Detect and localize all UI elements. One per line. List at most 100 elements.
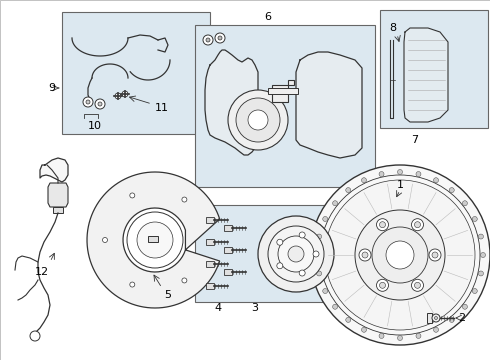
Circle shape (248, 110, 268, 130)
Polygon shape (272, 80, 294, 102)
Polygon shape (48, 183, 68, 207)
Polygon shape (224, 225, 232, 231)
Circle shape (449, 318, 454, 323)
Circle shape (320, 175, 480, 335)
Circle shape (463, 304, 467, 309)
Circle shape (127, 212, 183, 268)
Circle shape (228, 90, 288, 150)
Circle shape (379, 222, 386, 228)
Circle shape (434, 178, 439, 183)
Circle shape (472, 216, 477, 221)
Circle shape (95, 99, 105, 109)
Circle shape (478, 271, 484, 276)
Circle shape (416, 333, 421, 338)
Circle shape (434, 327, 439, 332)
Text: 3: 3 (251, 303, 259, 313)
Polygon shape (206, 239, 214, 245)
Polygon shape (206, 217, 214, 223)
Circle shape (432, 252, 438, 258)
Circle shape (288, 246, 304, 262)
Circle shape (310, 165, 490, 345)
Circle shape (412, 279, 423, 291)
Text: 6: 6 (265, 12, 271, 22)
Circle shape (346, 188, 351, 193)
Text: 5: 5 (165, 290, 172, 300)
Circle shape (362, 178, 367, 183)
Circle shape (386, 241, 414, 269)
Circle shape (376, 219, 389, 231)
Bar (62, 12, 210, 134)
Circle shape (435, 316, 438, 320)
Bar (195, 205, 330, 302)
Circle shape (115, 93, 121, 99)
Circle shape (415, 222, 420, 228)
Polygon shape (148, 236, 158, 242)
Polygon shape (40, 158, 68, 182)
Circle shape (218, 36, 222, 40)
Circle shape (277, 239, 283, 245)
Polygon shape (404, 28, 448, 122)
Circle shape (472, 288, 477, 293)
Circle shape (362, 327, 367, 332)
Circle shape (278, 236, 314, 272)
Circle shape (432, 314, 440, 322)
Circle shape (299, 270, 305, 276)
Circle shape (98, 102, 102, 106)
Circle shape (315, 252, 319, 257)
Circle shape (379, 172, 384, 177)
Circle shape (415, 282, 420, 288)
Circle shape (317, 234, 321, 239)
Text: 9: 9 (49, 83, 55, 93)
Circle shape (346, 318, 351, 323)
Circle shape (397, 170, 402, 175)
Text: 11: 11 (155, 103, 169, 113)
Text: 8: 8 (390, 23, 396, 33)
Circle shape (182, 197, 187, 202)
Circle shape (30, 331, 40, 341)
Circle shape (137, 222, 173, 258)
Circle shape (429, 249, 441, 261)
Circle shape (203, 35, 213, 45)
Circle shape (86, 100, 90, 104)
Circle shape (372, 227, 428, 283)
Circle shape (236, 98, 280, 142)
Circle shape (206, 38, 210, 42)
Polygon shape (268, 88, 298, 94)
Text: 1: 1 (396, 180, 403, 190)
Circle shape (333, 304, 338, 309)
Circle shape (313, 251, 319, 257)
Polygon shape (87, 172, 220, 308)
Circle shape (130, 193, 135, 198)
Circle shape (478, 234, 484, 239)
Circle shape (333, 201, 338, 206)
Circle shape (362, 252, 368, 258)
Circle shape (397, 336, 402, 341)
Polygon shape (296, 52, 362, 158)
Text: 12: 12 (35, 267, 49, 277)
Circle shape (355, 210, 445, 300)
Text: 2: 2 (459, 313, 466, 323)
Circle shape (122, 91, 128, 97)
Circle shape (317, 271, 321, 276)
Polygon shape (206, 261, 214, 267)
Circle shape (258, 216, 334, 292)
Text: 7: 7 (412, 135, 418, 145)
Text: 10: 10 (88, 121, 102, 131)
Polygon shape (206, 283, 214, 289)
Circle shape (83, 97, 93, 107)
Circle shape (412, 219, 423, 231)
Polygon shape (205, 50, 258, 155)
Polygon shape (224, 247, 232, 253)
Circle shape (102, 238, 107, 243)
Circle shape (325, 180, 475, 330)
Circle shape (215, 33, 225, 43)
Bar (195, 25, 375, 187)
Circle shape (130, 282, 135, 287)
Circle shape (268, 226, 324, 282)
Circle shape (182, 278, 187, 283)
Circle shape (376, 279, 389, 291)
Circle shape (359, 249, 371, 261)
Circle shape (277, 263, 283, 269)
Circle shape (299, 232, 305, 238)
Polygon shape (53, 207, 63, 213)
